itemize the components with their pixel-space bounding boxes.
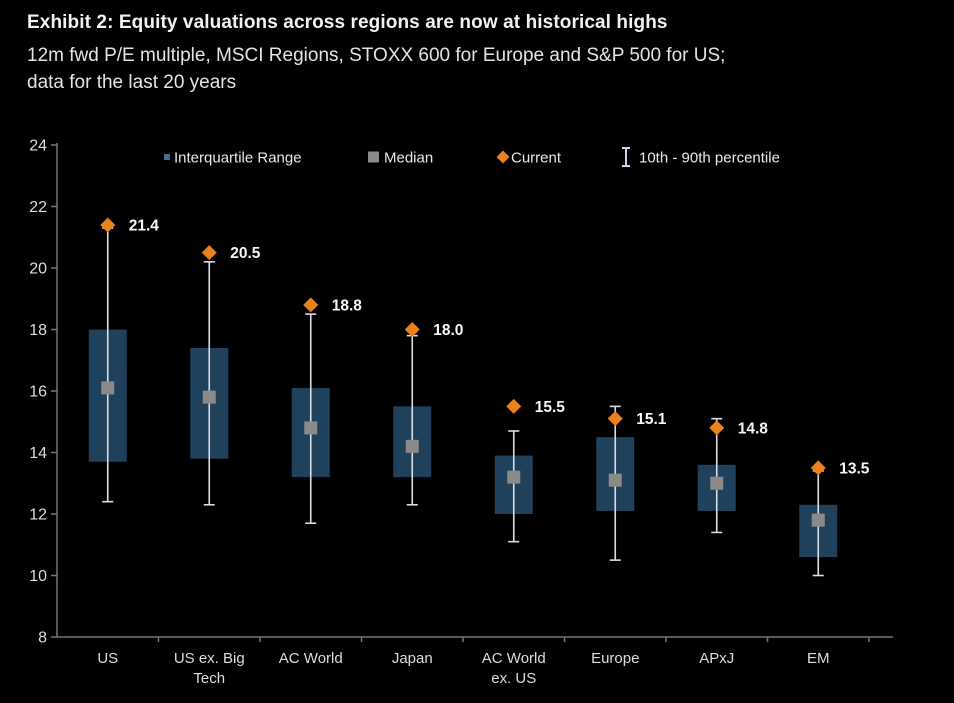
- median-marker-europe: [608, 473, 622, 487]
- current-marker-apxj: [709, 420, 725, 436]
- x-label-ac-world-ex-us: AC World: [482, 650, 546, 667]
- group-ac-world: 18.8 AC World: [279, 297, 363, 667]
- x-label-japan: Japan: [392, 650, 433, 667]
- legend-label-median: Median: [384, 150, 433, 167]
- current-value-label-apxj: 14.8: [738, 420, 769, 437]
- median-marker-apxj: [710, 476, 724, 490]
- legend-label-percentile-band: 10th - 90th percentile: [639, 150, 780, 167]
- x-label-us-ex-big-tech: US ex. Big: [174, 650, 245, 667]
- legend-item-interquartile-range: Interquartile Range: [164, 150, 302, 167]
- group-europe: 15.1 Europe: [591, 405, 667, 667]
- legend-label-current: Current: [511, 150, 562, 167]
- current-value-label-ac-world-ex-us: 15.5: [535, 399, 566, 416]
- current-value-label-us-ex-big-tech: 20.5: [230, 245, 261, 262]
- y-tick-label-12: 12: [29, 507, 47, 524]
- y-tick-label-8: 8: [38, 630, 47, 647]
- exhibit-subtitle-line2: data for the last 20 years: [27, 72, 237, 93]
- x-label-us-ex-big-tech-line2: Tech: [193, 670, 225, 687]
- title-block: Exhibit 2: Equity valuations across regi…: [27, 12, 937, 96]
- y-tick-label-10: 10: [29, 568, 47, 585]
- y-tick-label-22: 22: [29, 199, 47, 216]
- x-label-europe: Europe: [591, 650, 639, 667]
- legend-item-percentile-band: 10th - 90th percentile: [622, 147, 780, 167]
- group-japan: 18.0 Japan: [392, 322, 463, 667]
- legend-label-interquartile-range: Interquartile Range: [174, 150, 302, 167]
- legend: Interquartile Range Median Current 10th - 9…: [164, 147, 780, 167]
- x-label-ac-world: AC World: [279, 650, 343, 667]
- current-value-label-em: 13.5: [839, 460, 870, 477]
- current-marker-ac-world: [303, 297, 319, 313]
- x-label-us: US: [97, 650, 118, 667]
- median-marker-ac-world: [304, 421, 318, 435]
- current-value-label-ac-world: 18.8: [332, 297, 363, 314]
- x-label-em: EM: [807, 650, 830, 667]
- x-label-ac-world-ex-us-line2: ex. US: [491, 670, 536, 687]
- current-marker-europe: [607, 411, 623, 427]
- median-marker-us-ex-big-tech: [202, 390, 216, 404]
- exhibit-title: Exhibit 2: Equity valuations across regi…: [27, 12, 668, 33]
- legend-item-median: Median: [368, 150, 433, 167]
- median-marker-us: [101, 381, 115, 395]
- current-value-label-europe: 15.1: [636, 411, 667, 428]
- group-ac-world-ex-us: 15.5 AC World ex. US: [482, 398, 566, 687]
- y-tick-label-24: 24: [29, 138, 47, 155]
- group-us: 21.4 US: [88, 217, 160, 667]
- x-label-apxj: APxJ: [699, 650, 734, 667]
- group-em: 13.5 EM: [799, 460, 870, 667]
- y-tick-label-20: 20: [29, 261, 47, 278]
- median-marker-ac-world-ex-us: [507, 470, 521, 484]
- current-marker-japan: [404, 322, 420, 337]
- current-marker-em: [810, 460, 826, 476]
- group-apxj: 14.8 APxJ: [697, 417, 769, 667]
- current-value-label-japan: 18.0: [433, 322, 463, 339]
- current-marker-us: [100, 217, 116, 233]
- group-us-ex-big-tech: 20.5 US ex. Big Tech: [174, 245, 261, 687]
- legend-median-square-icon: [368, 151, 379, 163]
- exhibit-subtitle-line1: 12m fwd P/E multiple, MSCI Regions, STOX…: [27, 45, 726, 66]
- current-marker-us-ex-big-tech: [201, 245, 217, 261]
- y-tick-label-16: 16: [29, 384, 47, 401]
- legend-item-current: Current: [496, 150, 562, 167]
- y-tick-label-14: 14: [29, 445, 47, 462]
- median-marker-em: [811, 513, 825, 527]
- median-marker-japan: [405, 439, 419, 453]
- legend-iqr-square-icon: [164, 154, 170, 160]
- legend-current-diamond-icon: [496, 150, 510, 164]
- y-tick-label-18: 18: [29, 322, 47, 339]
- current-value-label-us: 21.4: [129, 217, 160, 234]
- current-marker-ac-world-ex-us: [506, 398, 522, 414]
